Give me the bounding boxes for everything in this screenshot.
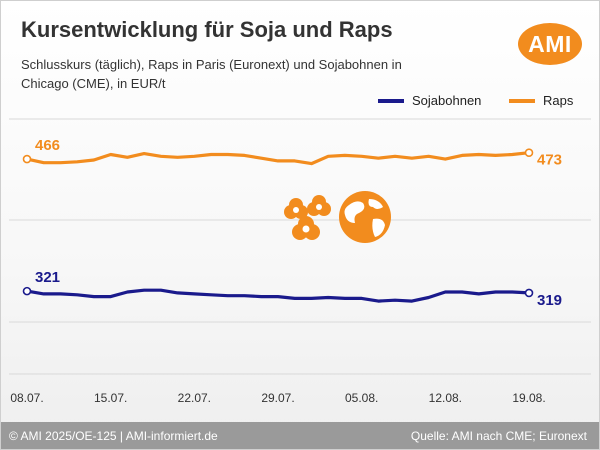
chart-title: Kursentwicklung für Soja und Raps xyxy=(21,17,393,42)
legend-item-sojabohnen: Sojabohnen xyxy=(378,93,481,108)
chart-subtitle: Schlusskurs (täglich), Raps in Paris (Eu… xyxy=(21,57,402,91)
data-point-raps-30 xyxy=(524,148,534,157)
x-axis: 08.07. 15.07. 22.07. 29.07. 05.08. 12.08. 19.0… xyxy=(10,391,545,405)
series-line-raps xyxy=(25,151,531,166)
x-tick-label-0: 08.07. xyxy=(10,391,43,405)
x-tick-label-3: 29.07. xyxy=(261,391,294,405)
globe-icon xyxy=(339,191,391,243)
data-point-sojabohnen-30 xyxy=(524,288,534,298)
legend-swatch-raps xyxy=(509,98,535,103)
legend-label-sojabohnen: Sojabohnen xyxy=(412,93,482,108)
x-tick-label-1: 15.07. xyxy=(94,391,127,405)
gridlines xyxy=(9,118,591,375)
x-tick-label-6: 19.08. xyxy=(512,391,545,405)
end-label-sojabohnen: 319 xyxy=(537,292,562,309)
footer-source: Quelle: AMI nach CME; Euronext xyxy=(410,429,587,443)
data-point-sojabohnen-0 xyxy=(22,286,32,296)
x-tick-label-4: 05.08. xyxy=(345,391,378,405)
start-label-raps: 466 xyxy=(35,137,60,154)
x-tick-label-2: 22.07. xyxy=(178,391,211,405)
x-tick-label-5: 12.08. xyxy=(429,391,462,405)
start-label-sojabohnen: 321 xyxy=(35,269,60,286)
end-label-raps: 473 xyxy=(537,152,562,169)
line-chart: 08.07. 15.07. 22.07. 29.07. 05.08. 12.08. 19.0… xyxy=(9,118,591,405)
legend-item-raps: Raps xyxy=(509,93,573,108)
flower-cluster-icon xyxy=(284,195,331,240)
series-layer: 321 319 466 473 xyxy=(22,137,562,309)
data-point-raps-0 xyxy=(22,154,32,164)
legend-label-raps: Raps xyxy=(543,93,574,108)
footer-copyright: © AMI 2025/OE-125 | AMI-informiert.de xyxy=(9,429,218,443)
legend-swatch-sojabohnen xyxy=(378,98,404,103)
footer-bar: © AMI 2025/OE-125 | AMI-informiert.de Qu… xyxy=(1,422,599,449)
ami-logo: AMI xyxy=(518,23,582,65)
series-line-sojabohnen xyxy=(25,288,531,303)
